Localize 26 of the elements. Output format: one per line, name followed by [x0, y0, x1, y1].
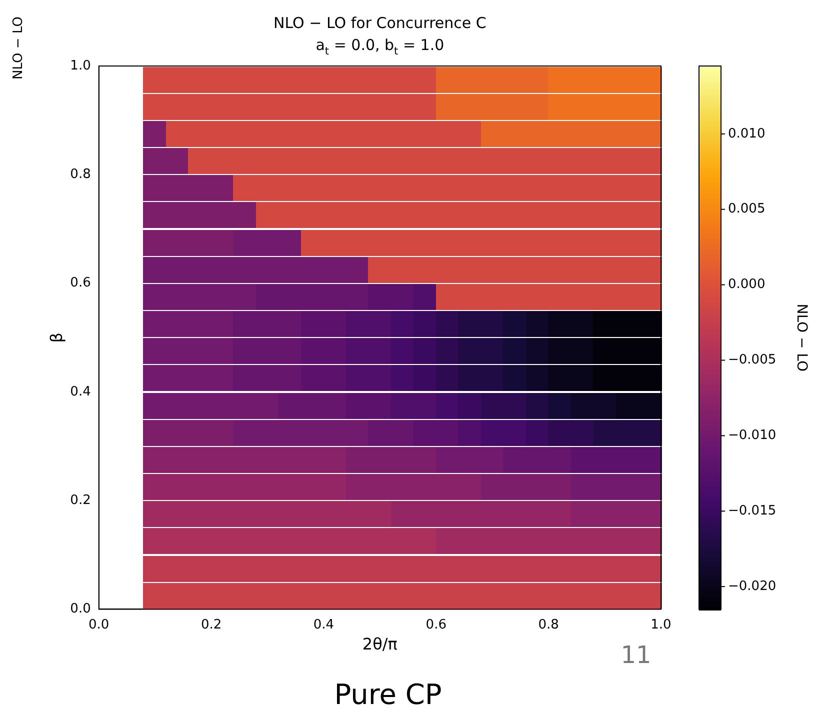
- x-tick-label: 0.2: [200, 617, 222, 632]
- y-tick-label: 0.0: [70, 602, 91, 617]
- y-axis-title: β: [46, 332, 66, 343]
- x-tick-label: 0.8: [538, 617, 559, 632]
- x-tick-label: 1.0: [650, 617, 672, 632]
- color-bar-label: −0.010: [728, 428, 776, 444]
- color-bar-title: NLO − LO: [793, 304, 810, 372]
- x-tick-label: 0.6: [426, 617, 446, 632]
- x-tick-label: 0.0: [88, 617, 110, 632]
- color-bar-label: −0.020: [728, 578, 776, 594]
- color-bar-label: 0.010: [728, 126, 766, 142]
- text: 11: [620, 641, 652, 669]
- x-axis-title: 2θ/π: [362, 634, 398, 654]
- x-tick-label: 0.4: [313, 617, 334, 632]
- y-tick-label: 0.8: [70, 167, 91, 182]
- color-bar-label: 0.005: [728, 202, 766, 217]
- chart-title: NLO − LO for Concurrence C: [274, 14, 486, 32]
- color-bar-label: −0.005: [728, 352, 776, 368]
- text: NLO − LO: [11, 16, 26, 80]
- y-tick-label: 1.0: [70, 58, 91, 74]
- y-tick-label: 0.2: [70, 492, 91, 508]
- y-tick-label: 0.4: [70, 384, 91, 400]
- y-tick-label: 0.6: [70, 276, 91, 291]
- text: Pure CP: [334, 678, 442, 711]
- color-bar-label: −0.015: [728, 503, 776, 518]
- color-bar-label: 0.000: [728, 277, 766, 292]
